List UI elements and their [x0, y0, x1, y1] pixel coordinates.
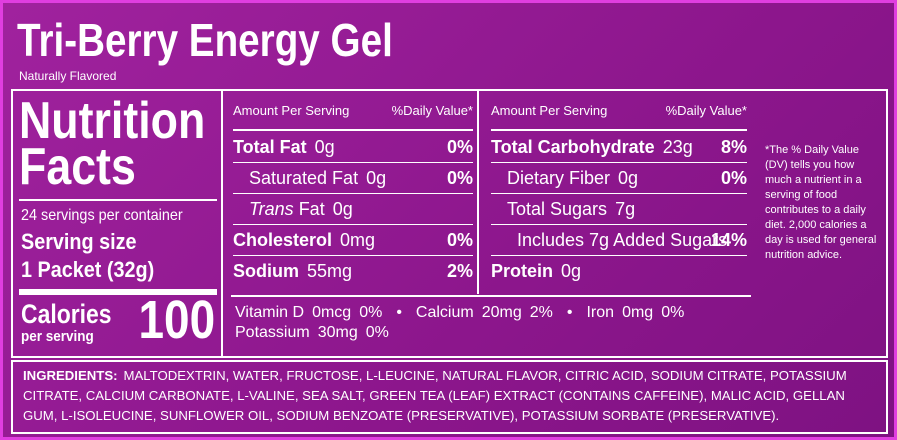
nutrient-dv: 0% [446, 136, 473, 157]
column-header: Amount Per Serving %Daily Value* [491, 103, 747, 131]
nutrient-dv: 2% [446, 260, 473, 281]
nutrient-column: Amount Per Serving %Daily Value* Total Car… [489, 91, 751, 294]
nutrient-amount: 0g [366, 167, 387, 188]
vitamin-dv: 0% [359, 304, 383, 321]
vitamin-dv: 2% [529, 304, 553, 321]
vitamin: Potassium 30mg 0% [235, 323, 389, 343]
nutrient-column: Amount Per Serving %Daily Value* Total Fat… [231, 91, 479, 294]
nutrient-amount: 0g [618, 167, 639, 188]
serving-size-label: Serving size [21, 229, 137, 254]
vitamin-name: Potassium [235, 324, 310, 341]
nutrient-amount: 55mg [307, 260, 353, 281]
facts-heading: Nutrition [19, 92, 206, 150]
nutrient-row: Total Sugars 7g [491, 194, 747, 225]
nutrient-row: Dietary Fiber 0g 0% [491, 163, 747, 194]
nutrient-name-text: Sodium [233, 260, 299, 281]
facts-panel: Nutrition Facts 24 servings per containe… [13, 91, 223, 356]
rule [231, 295, 751, 297]
vitamin-name: Iron [586, 304, 615, 321]
footnote: *The % Daily Value (DV) tells you how mu… [765, 144, 877, 261]
nutrient-row: Total Carbohydrate 23g 8% [491, 132, 747, 163]
title: Tri-Berry Energy Gel [17, 14, 393, 66]
nutrient-name-text: Includes 7g Added Sugars [517, 229, 728, 250]
vitamin-amount: 30mg [317, 324, 358, 341]
vitamin: Vitamin D 0mcg 0% [235, 303, 382, 323]
vitamin-name: Calcium [415, 304, 474, 321]
nutrient-name: Sodium [233, 261, 299, 282]
nutrient-dv: 0% [720, 167, 747, 188]
nutrient-row: Includes 7g Added Sugars 14% [491, 225, 747, 256]
column-header: Amount Per Serving %Daily Value* [233, 103, 473, 131]
amount-header: Amount Per Serving [233, 103, 350, 118]
rule [19, 199, 217, 201]
vitamin: Calcium 20mg 2% [396, 303, 553, 323]
nutrient-prefix: Trans [249, 198, 294, 219]
nutrient-name: Includes 7g Added Sugars [517, 230, 727, 251]
vitamin-dv: 0% [661, 304, 685, 321]
vitamin-amount: 0mg [622, 304, 654, 321]
nutrient-name-text: Protein [491, 260, 554, 281]
nutrient-name: Total Sugars [507, 199, 607, 220]
nutrient-amount: 0g [561, 260, 582, 281]
nutrient-name-text: Cholesterol [233, 229, 333, 250]
vitamin: Iron 0mg 0% [567, 303, 684, 323]
dv-header: %Daily Value* [665, 103, 747, 118]
ingredients-text: MALTODEXTRIN, WATER, FRUCTOSE, L-LEUCINE… [23, 368, 847, 423]
calories-sub: per serving [21, 328, 94, 345]
nutrient-name: Total Fat [233, 137, 307, 158]
nutrient-row: Cholesterol 0mg 0% [233, 225, 473, 256]
nutrient-amount: 0g [314, 136, 335, 157]
nutrient-name: Dietary Fiber [507, 168, 610, 189]
nutrient-name: Trans Fat [249, 199, 325, 220]
facts-box: Nutrition Facts 24 servings per containe… [11, 89, 888, 358]
nutrient-row: Total Fat 0g 0% [233, 132, 473, 163]
serving-size: 1 Packet (32g) [21, 257, 155, 282]
nutrient-name-text: Fat [298, 198, 325, 219]
vitamin-name: Vitamin D [235, 304, 305, 321]
vitamin-amount: 20mg [481, 304, 522, 321]
nutrient-name-text: Dietary Fiber [507, 167, 611, 188]
nutrient-name-text: Total Sugars [507, 198, 608, 219]
nutrient-amount: 0g [332, 198, 353, 219]
nutrient-name: Saturated Fat [249, 168, 358, 189]
nutrient-name-text: Total Carbohydrate [491, 136, 655, 157]
nutrient-name-text: Saturated Fat [249, 167, 359, 188]
dv-header: %Daily Value* [391, 103, 473, 118]
nutrient-amount: 0mg [340, 229, 376, 250]
vitamin-dv: 0% [365, 324, 389, 341]
subtitle: Naturally Flavored [19, 69, 117, 83]
ingredients: INGREDIENTS: MALTODEXTRIN, WATER, FRUCTOS… [11, 360, 888, 434]
nutrient-name: Cholesterol [233, 230, 332, 251]
calories: 100 [138, 290, 215, 350]
vitamin-amount: 0mcg [312, 304, 352, 321]
nutrient-row: Trans Fat 0g [233, 194, 473, 225]
calories-label: Calories [21, 299, 112, 329]
nutrient-amount: 23g [662, 136, 693, 157]
ingredients-label: INGREDIENTS: [23, 368, 118, 383]
nutrient-name-text: Total Fat [233, 136, 307, 157]
amount-header: Amount Per Serving [491, 103, 608, 118]
nutrient-dv: 0% [446, 229, 473, 250]
nutrient-name: Total Carbohydrate [491, 137, 655, 158]
nutrient-dv: 14% [710, 229, 747, 250]
nutrient-row: Sodium 55mg 2% [233, 256, 473, 286]
vitamins: Vitamin D0mcg0%Calcium20mg2%Iron0mg0%Pot… [235, 303, 765, 343]
rule [19, 289, 217, 295]
nutrient-name: Protein [491, 261, 553, 282]
facts-heading: Facts [19, 138, 136, 196]
nutrient-amount: 7g [615, 198, 636, 219]
servings: 24 servings per container [21, 207, 183, 224]
nutrient-row: Saturated Fat 0g 0% [233, 163, 473, 194]
nutrient-dv: 8% [720, 136, 747, 157]
nutrient-dv: 0% [446, 167, 473, 188]
nutrient-row: Protein 0g [491, 256, 747, 286]
